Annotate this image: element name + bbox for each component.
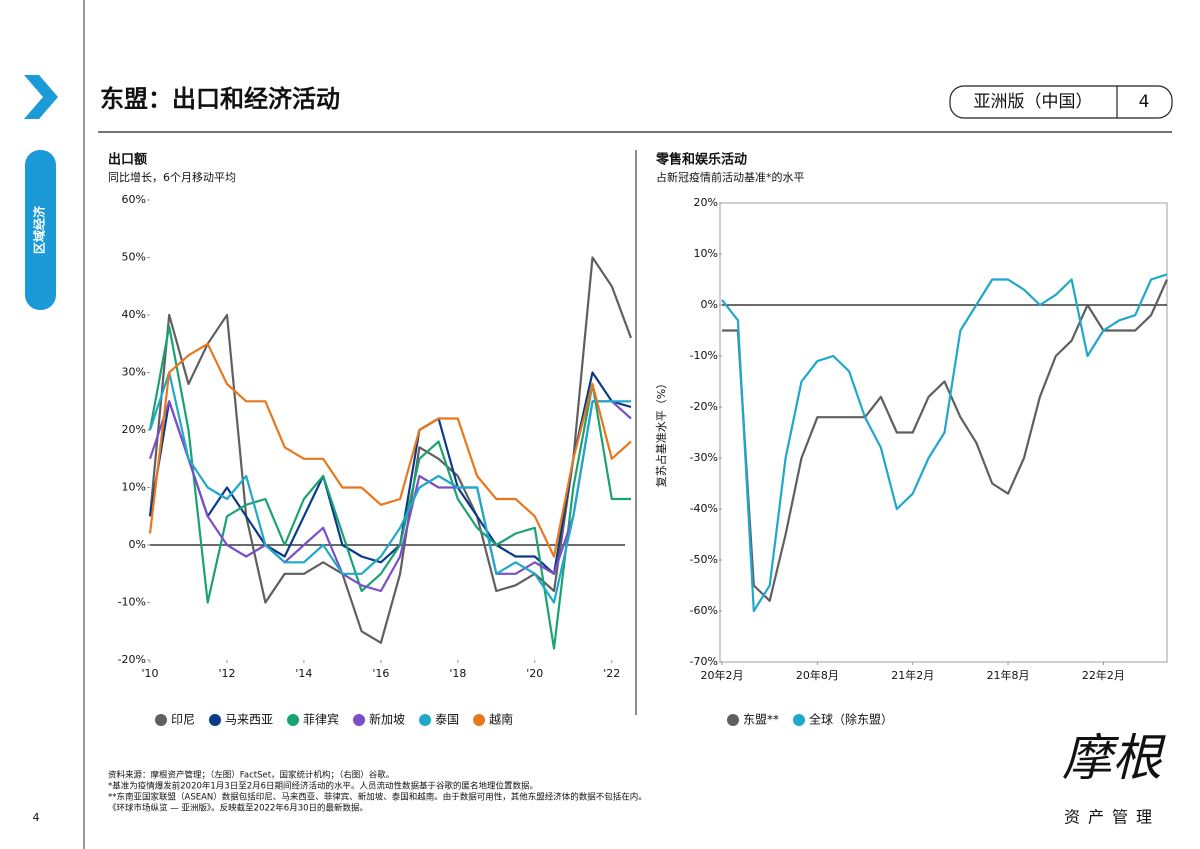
legend-label: 印尼 — [171, 713, 195, 727]
legend-swatch — [793, 714, 806, 726]
y-tick-label: -70% — [690, 655, 718, 668]
badge — [949, 85, 1173, 119]
footnote: *基准为疫情爆发前2020年1月3日至2月6日期间经济活动的水平。人员流动性数据… — [108, 781, 538, 792]
y-tick-label: 0% — [129, 538, 146, 551]
y-tick-label: 40% — [122, 308, 146, 321]
chart-title: 出口额 — [108, 152, 147, 168]
legend-label: 马来西亚 — [225, 713, 273, 727]
badge-number: 4 — [1139, 92, 1150, 112]
legend-label: 新加坡 — [369, 712, 405, 727]
x-tick-label: '14 — [295, 667, 312, 680]
x-tick-label: '18 — [449, 667, 466, 680]
series-line — [148, 400, 632, 593]
y-tick-label: 20% — [122, 423, 146, 436]
footnote: **东南亚国家联盟（ASEAN）数据包括印尼、马来西亚、菲律宾、新加坡、泰国和越… — [108, 792, 647, 803]
footnote: 资料来源：摩根资产管理；（左图）FactSet，国家统计机构；（右图）谷歌。 — [108, 770, 394, 781]
legend-swatch — [727, 714, 739, 726]
y-tick-label: 60% — [122, 193, 146, 206]
legend-label: 菲律宾 — [303, 712, 339, 727]
y-tick-label: 10% — [122, 481, 146, 494]
y-tick-label: -60% — [690, 604, 718, 617]
chart-subtitle: 同比增长，6个月移动平均 — [108, 170, 236, 184]
x-tick-label: '12 — [218, 667, 235, 680]
y-tick-label: 0% — [701, 298, 718, 311]
y-tick-label: 50% — [122, 251, 146, 264]
legend-swatch — [353, 714, 366, 726]
logo-name: 摩根 — [1062, 729, 1166, 787]
y-tick-label: -20% — [118, 653, 146, 666]
legend-swatch — [209, 714, 222, 726]
chart-title: 零售和娱乐活动 — [655, 152, 747, 168]
x-tick-label: '22 — [603, 667, 620, 680]
logo-tagline: 资产管理 — [1064, 808, 1160, 827]
section-label: 区域经济 — [32, 205, 47, 254]
y-axis-label: 复苏占基准水平（%） — [654, 378, 668, 487]
chevron — [24, 75, 58, 119]
y-tick-label: 30% — [122, 366, 146, 379]
series-line — [148, 342, 632, 558]
section-tab — [25, 150, 56, 310]
x-tick-label: 20年2月 — [701, 668, 744, 682]
x-tick-label: '16 — [372, 667, 389, 680]
chart-subtitle: 占新冠疫情前活动基准*的水平 — [656, 170, 805, 184]
page-number: 4 — [33, 811, 40, 824]
y-tick-label: -10% — [690, 349, 718, 362]
footnote: 《环球市场纵览 — 亚洲版》。反映截至2022年6月30日的最新数据。 — [108, 803, 368, 814]
x-tick-label: '20 — [526, 667, 543, 680]
legend-swatch — [419, 714, 432, 726]
legend-label: 东盟** — [743, 713, 779, 727]
legend-label: 泰国 — [435, 713, 459, 727]
legend-label: 全球（除东盟） — [809, 712, 893, 727]
y-tick-label: -40% — [690, 502, 718, 515]
legend-swatch — [155, 714, 167, 726]
x-tick-label: 21年2月 — [891, 668, 934, 682]
x-tick-label: '10 — [141, 667, 158, 680]
series-line — [721, 273, 1168, 613]
series-line — [148, 325, 631, 650]
slide-title: 东盟：出口和经济活动 — [100, 85, 340, 113]
series-line — [722, 279, 1169, 602]
y-tick-label: 10% — [694, 247, 718, 260]
legend-swatch — [287, 714, 300, 726]
y-tick-label: -30% — [690, 451, 718, 464]
badge-label: 亚洲版（中国） — [974, 92, 1093, 112]
y-tick-label: 20% — [694, 196, 718, 209]
y-tick-label: -50% — [690, 553, 718, 566]
x-tick-label: 21年8月 — [987, 668, 1030, 682]
x-tick-label: 22年2月 — [1082, 668, 1125, 682]
x-tick-label: 20年8月 — [796, 668, 839, 682]
plot-frame — [719, 202, 1168, 663]
y-tick-label: -20% — [690, 400, 718, 413]
legend-label: 越南 — [489, 712, 513, 727]
legend-swatch — [473, 714, 486, 726]
y-tick-label: -10% — [118, 596, 146, 609]
series-line — [148, 371, 631, 604]
series-line — [148, 256, 633, 644]
